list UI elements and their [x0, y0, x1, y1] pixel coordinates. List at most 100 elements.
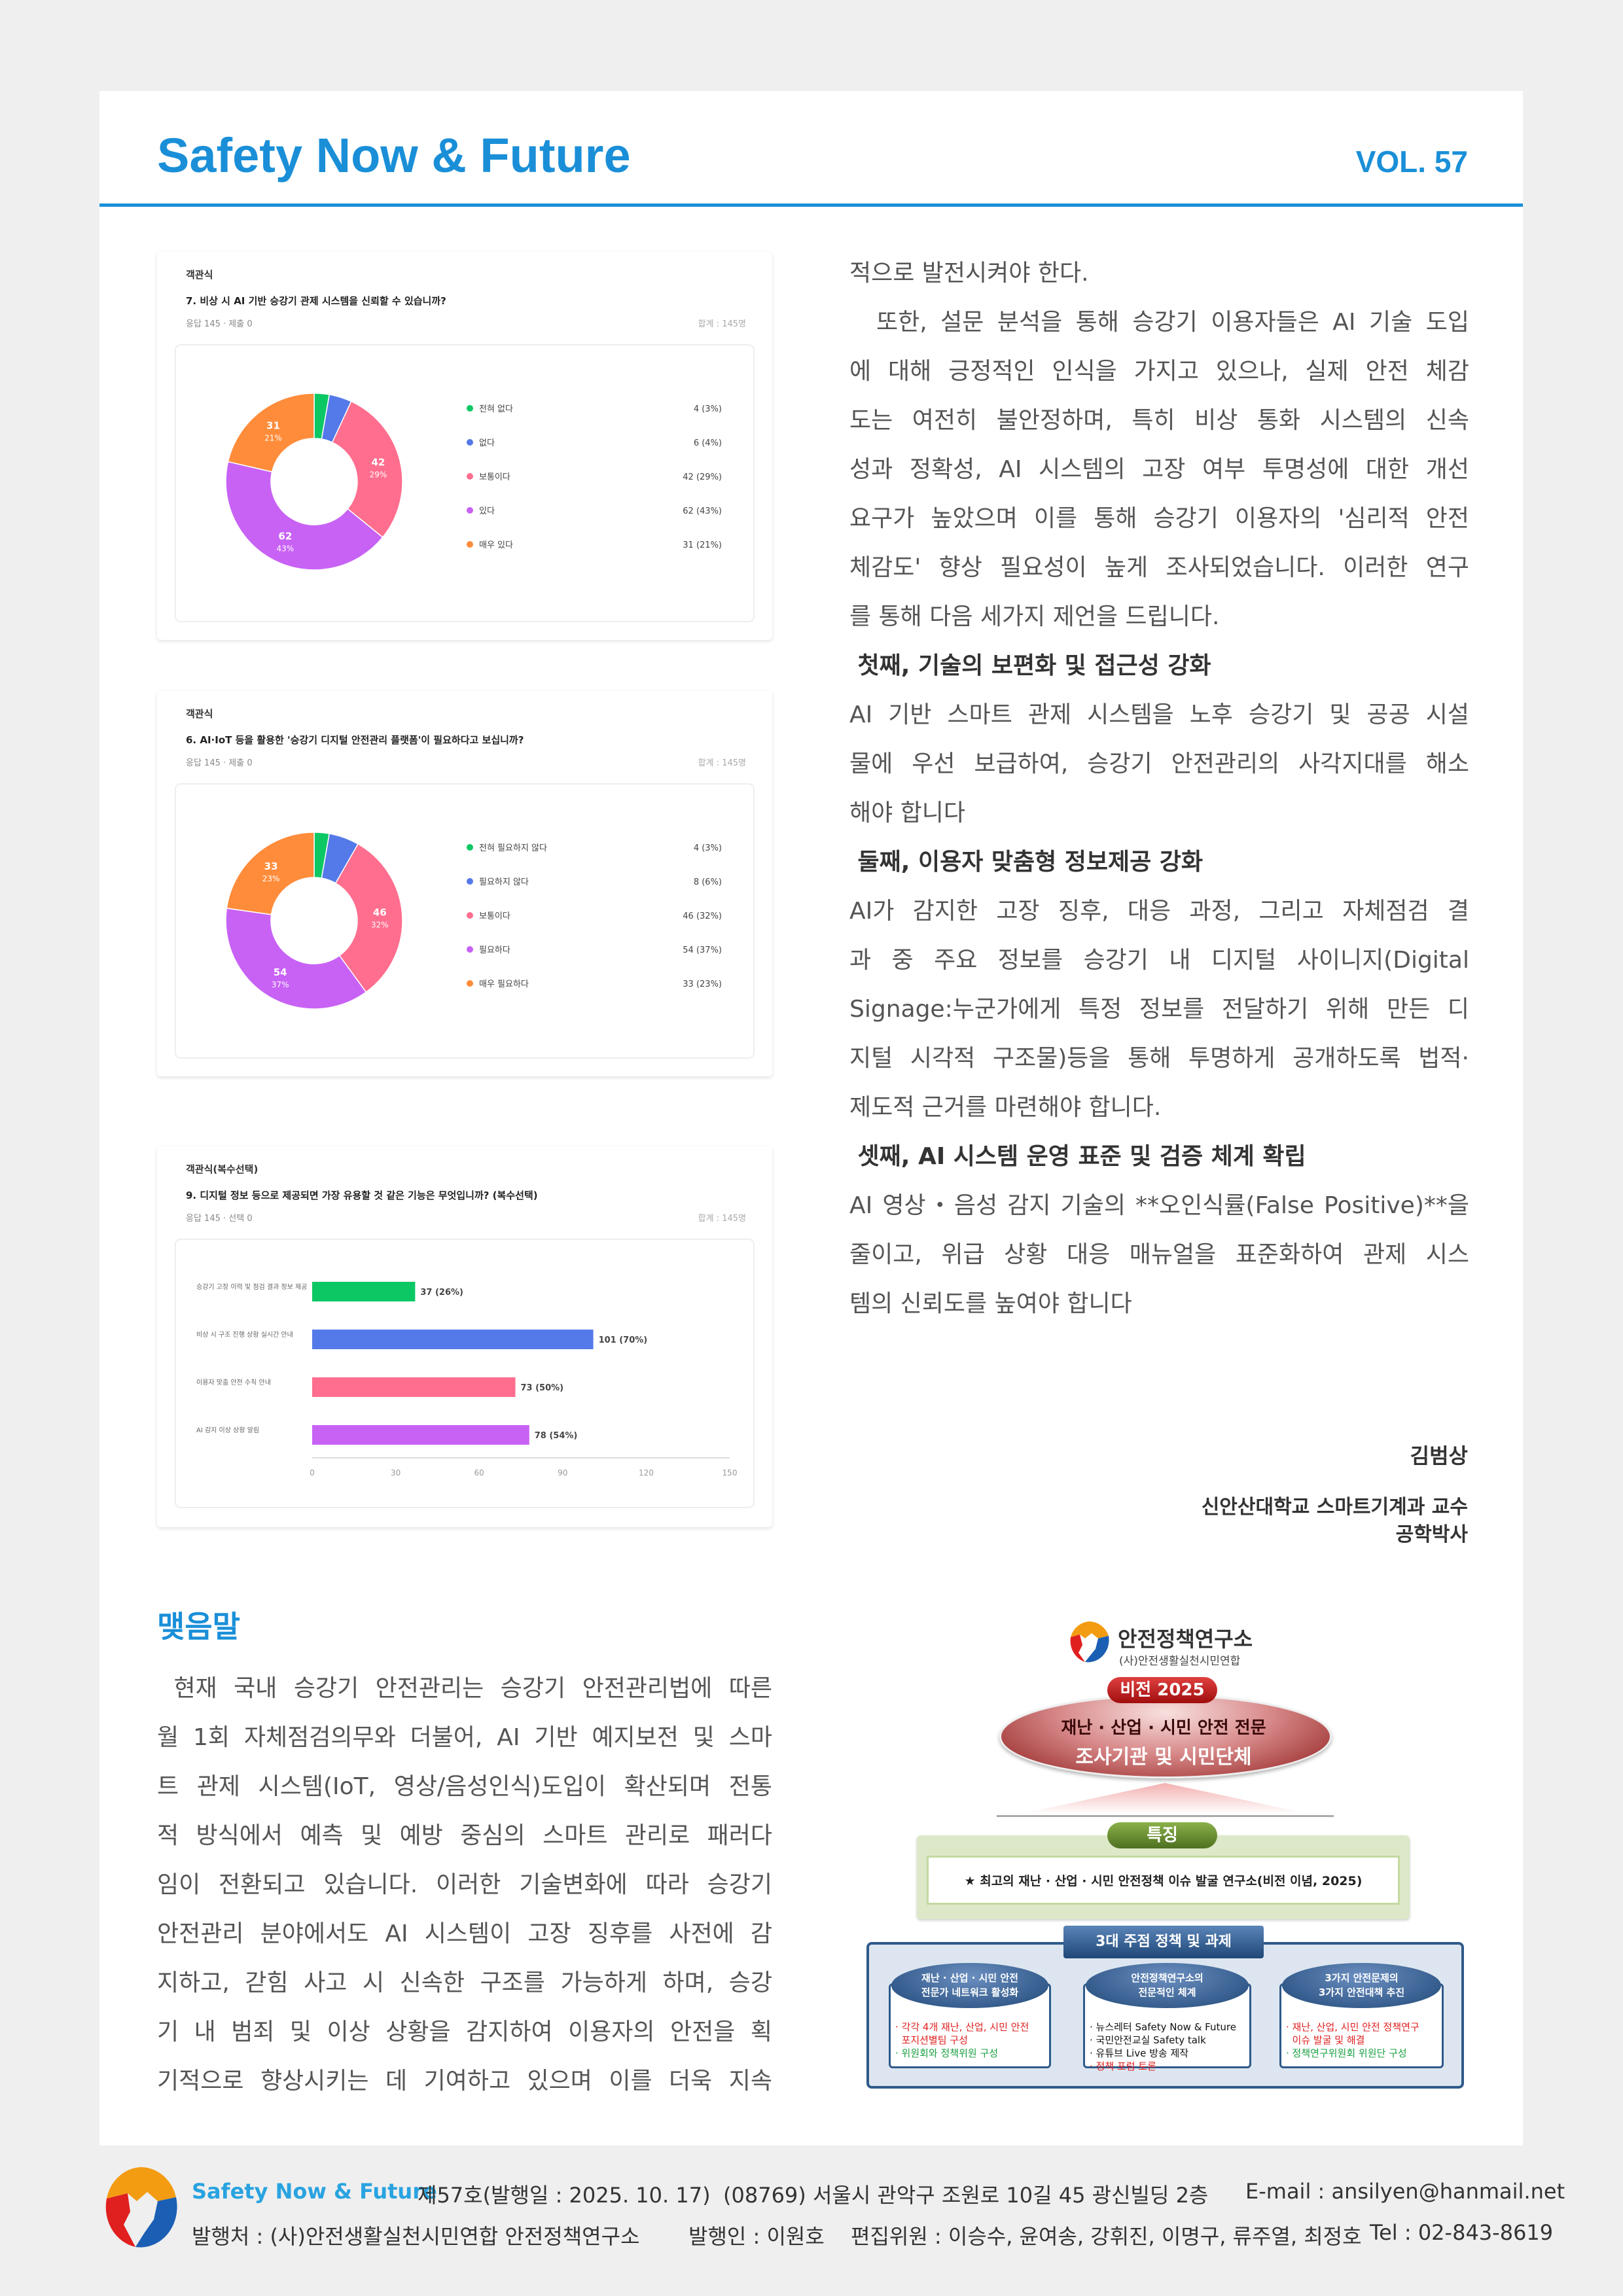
task-bullets: · 각각 4개 재난, 산업, 시민 안전 포지션별팀 구성 · 위원회와 정책위…: [895, 2021, 1029, 2060]
legend-label: 전혀 없다: [479, 404, 513, 414]
text-line: 적 방식에서 예측 및 예방 중심의 스마트 관리로 패러다: [157, 1822, 772, 1849]
slice-percent-label: 23%: [262, 874, 280, 883]
footer-editors: 편집위원 : 이승수, 윤여송, 강휘진, 이명구, 류주열, 최정호: [851, 2224, 1362, 2249]
text-line: 월 1회 자체점검의무와 더불어, AI 기반 예지보전 및 스마: [157, 1724, 772, 1751]
bar-value-label: 37 (26%): [420, 1288, 463, 1298]
question-meta-right: 합계 : 145명: [698, 319, 746, 329]
chart-card-donut-1: 객관식 7. 비상 시 AI 기반 승강기 관제 시스템을 신뢰할 수 있습니까?…: [157, 252, 772, 640]
donut-slice: [331, 400, 403, 539]
chart-card-bar: 객관식(복수선택) 9. 디지털 정보 등으로 제공되면 가장 유용할 것 같은 …: [157, 1146, 772, 1527]
legend-label: 보통이다: [479, 472, 510, 482]
author-affiliation: 신안산대학교 스마트기계과 교수: [1201, 1496, 1468, 1519]
question-meta: 응답 145 · 선택 0: [186, 1214, 253, 1224]
slice-value-label: 54: [274, 966, 287, 978]
legend-value: 4 (3%): [694, 404, 722, 414]
bar-value-label: 101 (70%): [599, 1335, 648, 1345]
text-line: 줄이고, 위급 상황 대응 매뉴얼을 표준화하여 관제 시스: [849, 1241, 1469, 1268]
x-tick-label: 90: [558, 1468, 567, 1477]
vision-badge: 비전 2025: [1107, 1677, 1217, 1703]
text-line: 지털 시각적 구조물)등을 통해 투명하게 공개하도록 법적·: [849, 1045, 1469, 1072]
task-title-line: 전문적인 체계: [1138, 1987, 1196, 1998]
task-column-title: 3가지 안전문제의 3가지 안전대책 추진: [1282, 1963, 1441, 2008]
subheading: 둘째, 이용자 맞춤형 정보제공 강화: [849, 849, 1204, 875]
vision-line-1: 재난 · 산업 · 시민 안전 전문: [1061, 1718, 1266, 1738]
header-divider: [99, 203, 1523, 207]
bar-category-label: AI 감지 이상 상황 알림: [196, 1426, 259, 1434]
text-line: 임이 전환되고 있습니다. 이러한 기술변화에 따라 승강기: [157, 1871, 772, 1898]
task-bullet: · 재난, 산업, 시민 안전 정책연구: [1286, 2021, 1419, 2033]
task-bullet: 이슈 발굴 및 해결: [1286, 2034, 1365, 2046]
chart-plot-area: [175, 1239, 755, 1508]
subheading: 셋째, AI 시스템 운영 표준 및 검증 체계 확립: [849, 1143, 1306, 1170]
slice-percent-label: 21%: [264, 433, 282, 442]
bar-value-label: 73 (50%): [520, 1383, 563, 1393]
task-bullet: · 뉴스레터 Safety Now & Future: [1090, 2021, 1236, 2033]
question-type: 객관식(복수선택): [186, 1163, 258, 1175]
legend-dot: [467, 946, 473, 953]
x-tick-label: 150: [722, 1468, 738, 1477]
text-line: 템의 신뢰도를 높여야 합니다: [849, 1290, 1132, 1317]
bar: [312, 1425, 529, 1445]
legend-label: 있다: [479, 506, 495, 516]
footer-line-1: Safety Now & Future: [192, 2179, 437, 2204]
legend-value: 33 (23%): [683, 980, 722, 989]
question-title: 9. 디지털 정보 등으로 제공되면 가장 유용할 것 같은 기능은 무엇입니까…: [186, 1190, 538, 1201]
article-right-column: 적으로 발전시켜야 한다. 또한, 설문 분석을 통해 승강기 이용자들은 AI…: [849, 249, 1469, 1328]
x-tick-label: 0: [310, 1468, 315, 1477]
footer-address: (08769) 서울시 관악구 조원로 10길 45 광신빌딩 2층: [723, 2183, 1209, 2208]
footer-tel: Tel : 02-843-8619: [1370, 2220, 1554, 2245]
text-line: 기적으로 향상시키는 데 기여하고 있으며 이를 더욱 지속: [157, 2068, 772, 2094]
slice-value-label: 33: [264, 860, 278, 872]
bar-category-label: 승강기 고장 이력 및 점검 결과 정보 제공: [196, 1283, 307, 1291]
text-line: 요구가 높았으며 이를 통해 승강기 이용자의 '심리적 안전: [849, 505, 1469, 532]
text-line: 물에 우선 보급하여, 승강기 안전관리의 사각지대를 해소: [849, 751, 1469, 777]
feature-text: ★ 최고의 재난 · 산업 · 시민 안전정책 이슈 발굴 연구소(비전 이념,…: [964, 1874, 1363, 1888]
slice-value-label: 62: [278, 530, 292, 542]
legend-dot: [467, 912, 473, 919]
author-name: 김범상: [1410, 1443, 1468, 1468]
slice-percent-label: 37%: [272, 980, 289, 989]
task-bullet: · 정책연구위원회 위원단 구성: [1286, 2047, 1407, 2059]
text-line: 적으로 발전시켜야 한다.: [849, 260, 1089, 287]
question-meta: 응답 145 · 제출 0: [186, 319, 253, 329]
newsletter-title: Safety Now & Future: [157, 128, 631, 183]
legend-label: 전혀 필요하지 않다: [479, 843, 547, 853]
task-column-title: 안전정책연구소의 전문적인 체계: [1086, 1963, 1249, 2008]
feature-badge: 특징: [1107, 1822, 1217, 1848]
question-meta: 응답 145 · 제출 0: [186, 758, 253, 768]
feature-inner: [927, 1856, 1400, 1905]
text-line: 도는 여전히 불안정하며, 특히 비상 통화 시스템의 신속: [849, 407, 1469, 434]
text-line: 에 대해 긍정적인 인식을 가지고 있으나, 실제 안전 체감: [849, 358, 1469, 385]
bar-category-label: 비상 시 구조 진행 상황 실시간 안내: [196, 1331, 293, 1339]
task-title-line: 전문가 네트워크 활성화: [921, 1987, 1019, 1998]
task-bullet: · 국민안전교실 Safety talk: [1090, 2034, 1206, 2046]
volume-number: VOL. 57: [1355, 145, 1468, 179]
text-line: 해야 합니다: [849, 800, 966, 826]
org-name: 안전정책연구소: [1118, 1627, 1253, 1651]
footer-email[interactable]: E-mail : ansilyen@hanmail.net: [1245, 2179, 1565, 2204]
closing-paragraph: 현재 국내 승강기 안전관리는 승강기 안전관리법에 따른 월 1회 자체점검의무…: [157, 1664, 772, 2106]
donut-slice: [227, 393, 315, 473]
closing-heading: 맺음말: [157, 1609, 240, 1644]
donut-slice: [225, 908, 367, 1010]
legend-value: 6 (4%): [694, 438, 722, 448]
text-line: 지하고, 갇힘 사고 시 신속한 구조를 가능하게 하며, 승강: [157, 1969, 772, 1996]
legend-label: 매우 있다: [479, 540, 513, 550]
org-logo-icon: [1070, 1621, 1109, 1663]
donut-chart: 객관식 7. 비상 시 AI 기반 승강기 관제 시스템을 신뢰할 수 있습니까?…: [175, 269, 755, 622]
bar: [312, 1377, 516, 1397]
bar: [312, 1330, 594, 1349]
task-column-title: 재난 · 산업 · 시민 안전 전문가 네트워크 활성화: [891, 1963, 1048, 2008]
text-line: 트 관제 시스템(IoT, 영상/음성인식)도입이 확산되며 전통: [157, 1773, 772, 1800]
legend-dot: [467, 405, 473, 412]
donut-slice: [225, 461, 383, 571]
legend-value: 31 (21%): [683, 540, 722, 550]
question-type: 객관식: [186, 269, 213, 281]
text-line: 과 중 주요 정보를 승강기 내 디지털 사이니지(Digital: [849, 947, 1469, 974]
footer-issue: 제57호(발행일 : 2025. 10. 17): [418, 2183, 711, 2208]
text-line: 안전관리 분야에서도 AI 시스템이 고장 징후를 사전에 감: [157, 1920, 772, 1947]
task-bullets: · 뉴스레터 Safety Now & Future · 국민안전교실 Safet…: [1090, 2021, 1236, 2073]
question-title: 7. 비상 시 AI 기반 승강기 관제 시스템을 신뢰할 수 있습니까?: [186, 295, 446, 307]
task-title-line: 재난 · 산업 · 시민 안전: [921, 1972, 1018, 1984]
text-line: 또한, 설문 분석을 통해 승강기 이용자들은 AI 기술 도입: [849, 309, 1469, 336]
